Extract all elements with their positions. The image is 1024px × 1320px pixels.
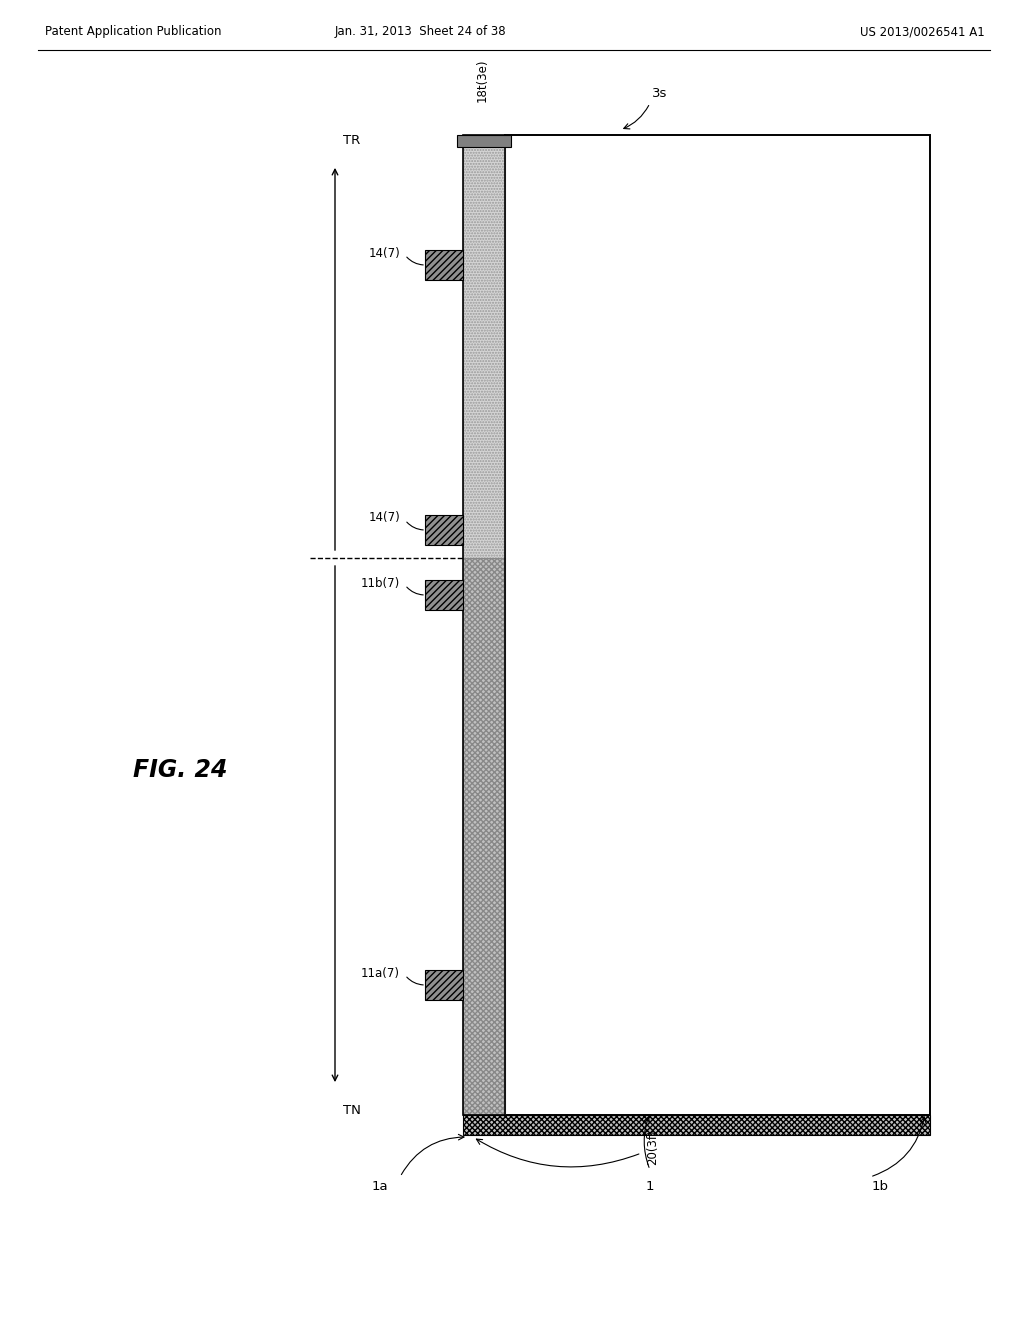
Text: TR: TR [343,133,360,147]
Bar [457,135,511,147]
Bar [425,970,463,1001]
Bar [463,1115,930,1135]
Bar [463,135,505,1115]
Text: 11a(7): 11a(7) [361,966,400,979]
Text: 1b: 1b [871,1180,889,1193]
Text: 18t(3e): 18t(3e) [476,58,489,102]
Bar [425,579,463,610]
Text: TN: TN [343,1104,360,1117]
Bar [463,558,505,1115]
Bar [425,249,463,280]
Text: FIG. 24: FIG. 24 [133,758,227,781]
Text: 14(7): 14(7) [369,511,400,524]
Text: 1a: 1a [372,1180,388,1193]
Text: 1: 1 [646,1180,654,1193]
Text: Patent Application Publication: Patent Application Publication [45,25,221,38]
Text: Jan. 31, 2013  Sheet 24 of 38: Jan. 31, 2013 Sheet 24 of 38 [334,25,506,38]
Bar [463,135,505,558]
Text: US 2013/0026541 A1: US 2013/0026541 A1 [860,25,985,38]
Bar [425,515,463,545]
Text: 11b(7): 11b(7) [360,577,400,590]
Text: 14(7): 14(7) [369,247,400,260]
Text: 20(3f): 20(3f) [646,1129,659,1164]
Bar [505,135,930,1115]
Text: 3s: 3s [652,87,668,100]
